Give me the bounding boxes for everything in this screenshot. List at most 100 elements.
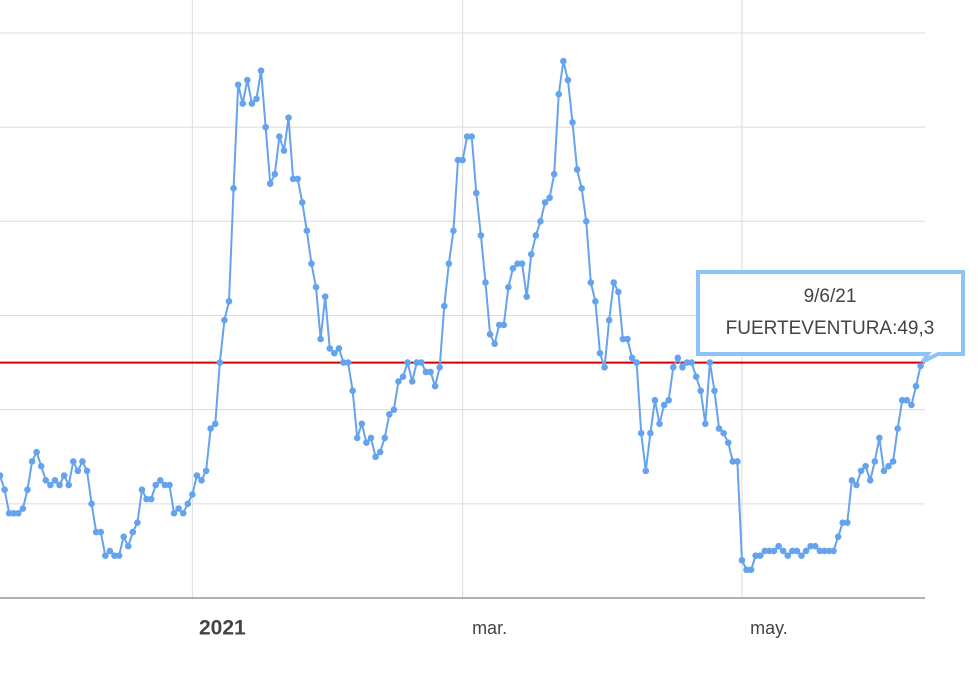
data-point: [321, 293, 329, 300]
data-point: [587, 279, 595, 286]
data-point: [404, 359, 411, 366]
data-point: [175, 505, 182, 512]
data-point: [193, 472, 201, 479]
data-point: [395, 378, 402, 385]
data-point: [120, 533, 127, 541]
data-point: [624, 335, 631, 343]
data-point: [450, 227, 457, 235]
data-point: [839, 519, 847, 526]
x-tick-label: may.: [750, 618, 788, 638]
data-point: [15, 509, 22, 517]
data-point: [674, 354, 682, 362]
data-point: [532, 232, 540, 239]
data-point: [601, 363, 608, 371]
data-point: [720, 429, 727, 437]
data-point: [317, 335, 324, 343]
data-point: [1, 486, 8, 494]
x-tick-label: 2021: [199, 617, 246, 640]
data-point: [660, 401, 668, 409]
data-point: [816, 547, 824, 555]
data-point: [560, 57, 567, 65]
data-point: [69, 458, 77, 465]
data-point: [79, 458, 86, 465]
data-point: [596, 349, 604, 357]
data-point: [523, 293, 530, 300]
data-point: [280, 147, 288, 154]
data-point: [825, 547, 833, 555]
data-point: [239, 100, 247, 107]
data-point: [276, 133, 283, 140]
data-point: [885, 462, 892, 470]
data-point: [743, 566, 750, 574]
data-point: [482, 279, 489, 286]
data-point: [440, 302, 448, 310]
data-point: [500, 321, 508, 329]
data-point: [326, 345, 334, 352]
data-point: [358, 420, 366, 428]
data-point: [454, 156, 462, 164]
data-point: [216, 359, 224, 366]
data-point: [798, 552, 805, 559]
data-point: [367, 434, 375, 442]
data-point: [656, 420, 663, 428]
data-point: [37, 462, 45, 470]
data-point: [633, 359, 640, 366]
data-point: [582, 218, 590, 225]
data-point: [24, 486, 31, 494]
data-point: [83, 467, 91, 475]
data-point: [665, 396, 672, 404]
data-point: [189, 491, 196, 498]
data-point: [761, 547, 769, 555]
data-point: [381, 434, 389, 442]
data-point: [202, 467, 210, 475]
data-point: [143, 495, 150, 503]
data-point: [331, 349, 338, 357]
data-point: [857, 467, 865, 475]
data-point: [97, 528, 105, 536]
data-point: [834, 533, 842, 541]
data-point: [353, 434, 361, 442]
data-point: [463, 133, 471, 140]
data-point: [42, 476, 50, 484]
data-point: [221, 316, 228, 324]
data-point: [747, 566, 755, 574]
data-point: [47, 481, 54, 489]
data-point: [862, 462, 869, 470]
data-point: [844, 519, 851, 526]
data-point: [615, 288, 622, 296]
data-point: [134, 519, 141, 526]
data-point: [853, 481, 860, 489]
data-point: [894, 425, 901, 432]
data-point: [541, 199, 549, 206]
data-point: [724, 439, 732, 446]
data-point: [610, 279, 618, 286]
data-point: [266, 180, 274, 187]
data-point: [898, 396, 906, 404]
data-point: [866, 476, 874, 484]
data-point: [756, 552, 764, 559]
data-point: [19, 505, 27, 512]
data-point: [880, 467, 888, 475]
data-point: [88, 500, 95, 508]
data-point: [734, 458, 741, 465]
data-point: [775, 542, 782, 550]
data-point: [802, 547, 810, 555]
x-tick-label: mar.: [472, 618, 507, 638]
data-point: [468, 133, 476, 140]
data-point: [10, 509, 18, 517]
data-point: [244, 76, 251, 84]
data-point: [157, 476, 164, 484]
data-point: [184, 500, 192, 508]
data-point: [422, 368, 430, 376]
data-point: [486, 331, 494, 338]
data-point: [51, 476, 59, 484]
data-point: [527, 250, 535, 258]
data-point: [207, 425, 214, 432]
data-point: [308, 260, 315, 267]
data-point: [702, 420, 709, 428]
data-point: [138, 486, 146, 494]
data-point: [669, 363, 677, 371]
data-point: [431, 382, 439, 390]
